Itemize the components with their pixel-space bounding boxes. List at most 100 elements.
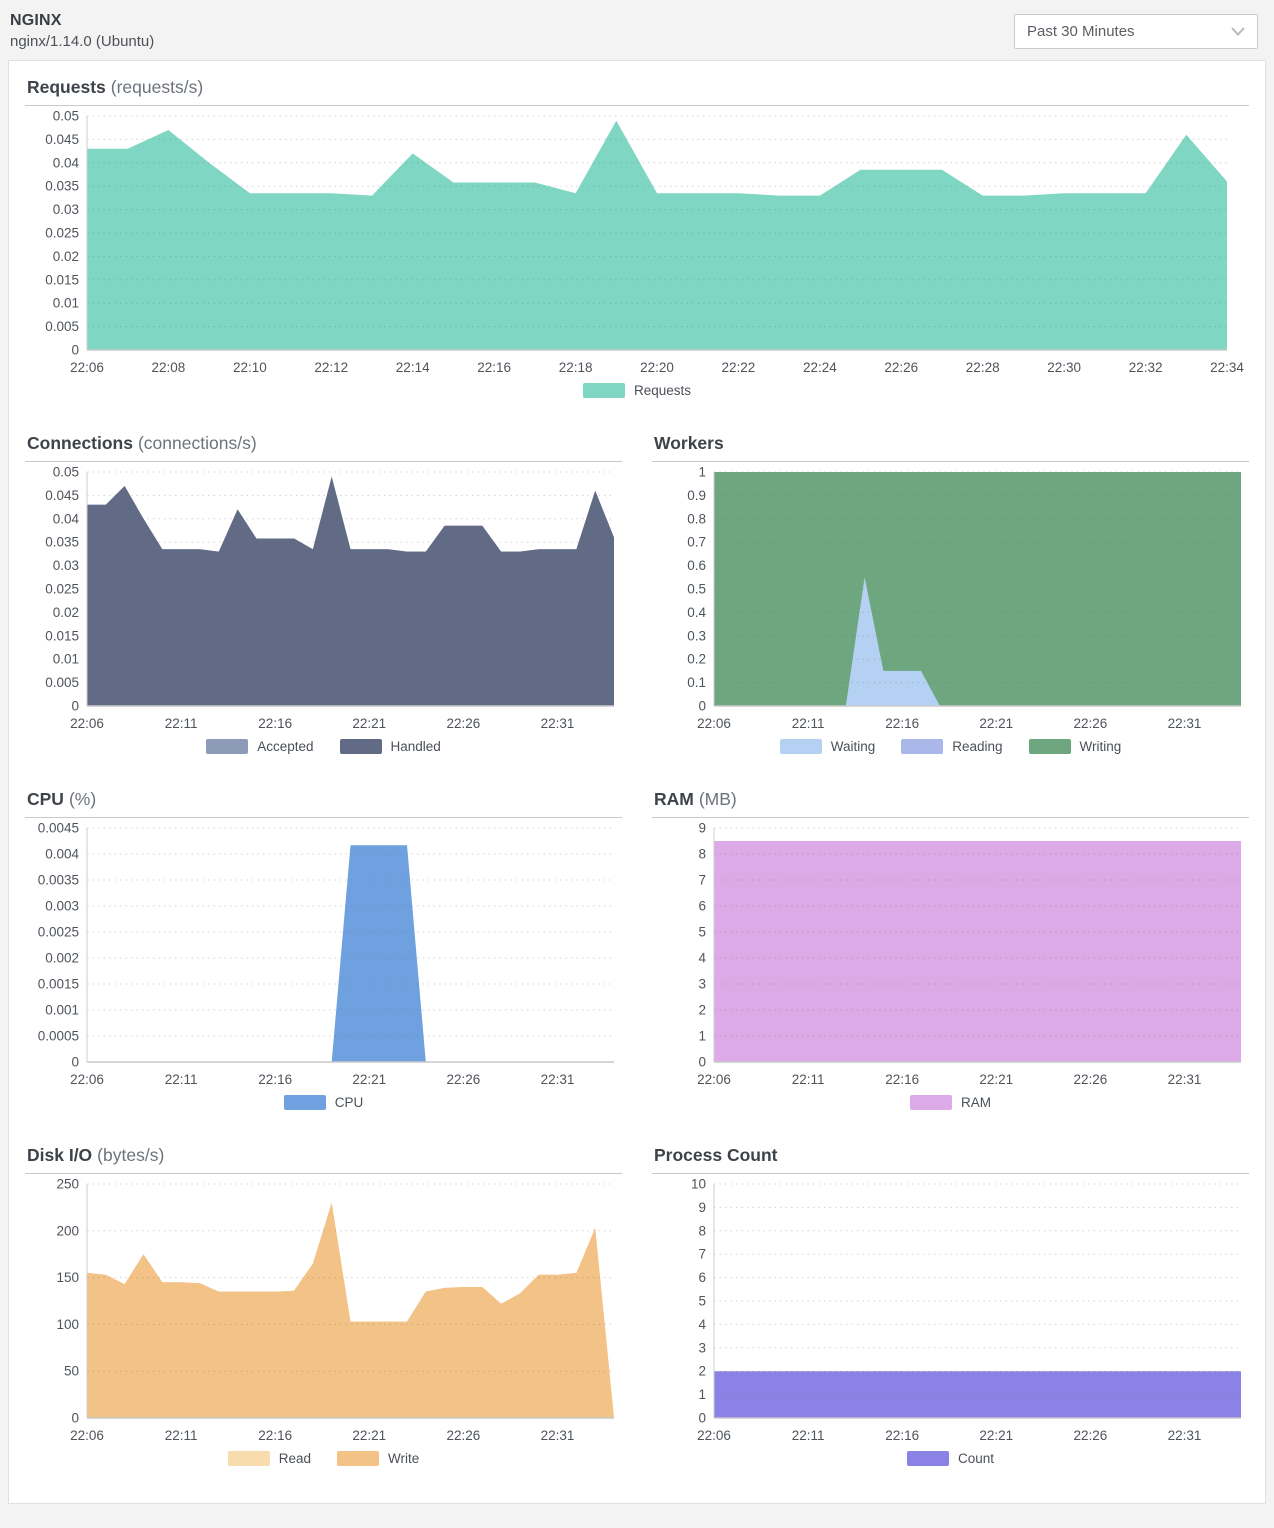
svg-text:22:16: 22:16 [258,716,292,731]
svg-text:0.2: 0.2 [687,652,706,667]
legend-item-cpu: CPU [283,1094,364,1111]
svg-text:22:31: 22:31 [541,716,575,731]
app-header: NGINX nginx/1.14.0 (Ubuntu) Past 30 Minu… [0,0,1274,60]
svg-text:1: 1 [698,1029,706,1044]
svg-text:22:21: 22:21 [352,716,386,731]
legend-label: Handled [390,739,441,754]
time-range-select[interactable]: Past 30 Minutes [1014,14,1258,49]
requests-svg: 0.05 0.045 0.04 0.035 0.03 0.025 0.02 0.015 0.01… [45,109,1244,376]
svg-text:0.045: 0.045 [45,132,79,147]
svg-text:22:16: 22:16 [258,1072,292,1087]
disk-io-svg: 250 200 150 100 50 0 22:06 22:11 22:16 22:21 22:26… [56,1177,614,1443]
disk-io-plot-area: 250 200 150 100 50 0 22:06 22:11 22:16 22:21 22:26… [25,1174,622,1446]
legend-label: CPU [334,1095,364,1110]
svg-text:7: 7 [698,1247,706,1262]
svg-text:9: 9 [698,821,706,836]
svg-text:0.001: 0.001 [45,1003,79,1018]
svg-text:22:26: 22:26 [447,716,481,731]
svg-text:22:06: 22:06 [70,360,104,375]
legend-item-reading: Reading [901,738,1003,755]
cpu-legend: CPU [25,1094,622,1111]
process-count-chart: Process Count 10 9 8 7 6 5 4 3 2 1 0 22:06 22:11 22:1… [652,1145,1249,1467]
cpu-series-cpu [87,845,614,1062]
svg-text:22:11: 22:11 [792,1428,825,1443]
svg-text:0.005: 0.005 [45,319,79,334]
legend-label: Accepted [257,739,314,754]
workers-legend: Waiting Reading Writing [652,738,1249,755]
svg-text:22:11: 22:11 [792,716,825,731]
svg-text:22:16: 22:16 [885,1428,919,1443]
legend-swatch-requests [582,383,625,398]
svg-text:100: 100 [56,1317,79,1332]
svg-text:0.6: 0.6 [687,558,706,573]
disk-io-series-write [87,1202,614,1418]
svg-text:0.002: 0.002 [45,951,79,966]
requests-series-requests [87,120,1227,350]
svg-text:5: 5 [698,925,706,940]
requests-plot-area: 0.05 0.045 0.04 0.035 0.03 0.025 0.02 0.015 0.01… [25,106,1249,378]
svg-text:22:26: 22:26 [884,360,918,375]
svg-text:8: 8 [698,1223,706,1238]
svg-text:22:18: 22:18 [559,360,593,375]
svg-text:0.045: 0.045 [45,488,79,503]
workers-chart-title: Workers [652,433,1249,462]
app-subtitle: nginx/1.14.0 (Ubuntu) [10,33,155,50]
legend-item-accepted: Accepted [206,738,314,755]
svg-text:2: 2 [698,1364,706,1379]
svg-text:0.04: 0.04 [53,155,80,170]
svg-text:0.05: 0.05 [53,109,79,124]
svg-text:0.0045: 0.0045 [38,821,79,836]
svg-text:0.015: 0.015 [45,272,79,287]
legend-swatch-waiting [779,739,822,754]
legend-swatch-reading [901,739,944,754]
svg-text:22:21: 22:21 [979,1072,1013,1087]
legend-label: Requests [633,383,692,398]
svg-text:22:06: 22:06 [70,1072,104,1087]
workers-plot-area: 1 0.9 0.8 0.7 0.6 0.5 0.4 0.3 0.2 0.1 0 22:06 22:11 2… [652,462,1249,734]
ram-plot-area: 9 8 7 6 5 4 3 2 1 0 22:06 22:11 22:16 22:21 22:26 22:31 [652,818,1249,1090]
svg-text:0.3: 0.3 [687,628,706,643]
svg-text:22:30: 22:30 [1047,360,1081,375]
legend-item-count: Count [906,1450,994,1467]
svg-text:22:26: 22:26 [1074,1428,1108,1443]
svg-text:22:11: 22:11 [165,1072,198,1087]
row-disk-process: Disk I/O (bytes/s) 250 200 150 100 50 0 22:06 22… [25,1145,1249,1501]
ram-chart: RAM (MB) 9 8 7 6 5 4 3 2 1 0 22:06 22:11 22:16 22:21 22… [652,789,1249,1111]
chevron-down-icon [1231,27,1245,36]
svg-text:5: 5 [698,1294,706,1309]
svg-text:22:06: 22:06 [697,1072,731,1087]
legend-label: Writing [1079,739,1122,754]
chart-unit-text: (bytes/s) [97,1145,165,1165]
svg-text:50: 50 [64,1364,79,1379]
svg-text:250: 250 [56,1177,79,1192]
legend-label: Read [278,1451,311,1466]
svg-text:0.0025: 0.0025 [38,925,79,940]
svg-text:0.025: 0.025 [45,582,79,597]
ram-series-ram [714,841,1241,1062]
process-count-legend: Count [652,1450,1249,1467]
svg-text:22:06: 22:06 [70,716,104,731]
svg-text:0.5: 0.5 [687,582,706,597]
ram-svg: 9 8 7 6 5 4 3 2 1 0 22:06 22:11 22:16 22:21 22:26 22:31 [697,821,1241,1087]
svg-text:0.8: 0.8 [687,511,706,526]
svg-text:0.0005: 0.0005 [38,1029,79,1044]
requests-chart: Requests (requests/s) 0.05 0.045 0.04 0.035 0… [25,77,1249,399]
svg-text:0.0035: 0.0035 [38,873,79,888]
disk-io-legend: Read Write [25,1450,622,1467]
connections-chart-title: Connections (connections/s) [25,433,622,462]
requests-chart-title: Requests (requests/s) [25,77,1249,106]
svg-text:0.1: 0.1 [687,675,706,690]
chart-unit-text: (MB) [698,789,737,809]
svg-text:22:24: 22:24 [803,360,837,375]
time-range-value: Past 30 Minutes [1027,23,1135,40]
app-title-block: NGINX nginx/1.14.0 (Ubuntu) [10,12,154,50]
chart-title-text: RAM [654,789,694,809]
svg-text:0.035: 0.035 [45,179,79,194]
process-count-series-count [714,1371,1241,1418]
legend-item-waiting: Waiting [779,738,875,755]
svg-text:0.7: 0.7 [687,535,706,550]
legend-label: Write [388,1451,420,1466]
workers-chart: Workers 1 0.9 0.8 0.7 0.6 0.5 0.4 0.3 0.2 0.1 0 22:… [652,433,1249,755]
svg-text:0.4: 0.4 [687,605,706,620]
